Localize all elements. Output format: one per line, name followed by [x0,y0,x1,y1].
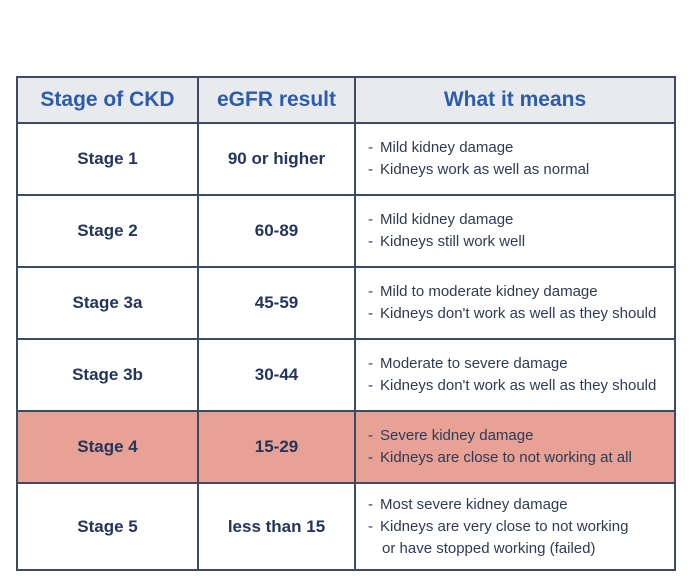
meaning-text: Most severe kidney damage [380,495,568,513]
meaning-cell: - Mild kidney damage - Kidneys work as wel… [354,122,676,196]
meaning-text: or have stopped working (failed) [382,539,596,557]
table-row-stage-3a: Stage 3a 45-59 - Mild to moderate kidney … [16,266,676,340]
meaning-line: - Kidneys don't work as well as they shou… [368,303,668,325]
table-row-stage-1: Stage 1 90 or higher - Mild kidney damage… [16,122,676,196]
column-header-stage: Stage of CKD [16,76,199,124]
stage-label: Stage 1 [16,122,199,196]
meaning-line: - Mild kidney damage [368,137,668,159]
meaning-line: - Kidneys don't work as well as they shou… [368,375,668,397]
meaning-line: - Moderate to severe damage [368,353,668,375]
table-row-stage-2: Stage 2 60-89 - Mild kidney damage - Kidne… [16,194,676,268]
bullet-dash: - [368,161,373,178]
bullet-dash: - [368,517,373,535]
meaning-text: Severe kidney damage [380,427,534,444]
meaning-line: - Kidneys still work well [368,231,668,253]
stage-label: Stage 3a [16,266,199,340]
meaning-cell: - Moderate to severe damage - Kidneys don'… [354,338,676,412]
egfr-value: 90 or higher [197,122,356,196]
meaning-line: - Most severe kidney damage [368,494,668,516]
bullet-dash: - [368,495,373,513]
meaning-line-continuation: or have stopped working (failed) [368,538,668,560]
header-row: Stage of CKD eGFR result What it means [16,76,676,124]
meaning-line: - Mild kidney damage [368,209,668,231]
meaning-text: Moderate to severe damage [380,355,568,372]
ckd-stages-table: Stage of CKD eGFR result What it means S… [16,76,676,571]
meaning-line: - Severe kidney damage [368,425,668,447]
stage-label: Stage 4 [16,410,199,484]
stage-label: Stage 5 [16,482,199,571]
meaning-line: - Kidneys work as well as normal [368,159,668,181]
bullet-dash: - [368,427,373,444]
bullet-dash: - [368,355,373,372]
meaning-text: Kidneys work as well as normal [380,161,590,178]
egfr-value: 30-44 [197,338,356,412]
meaning-text: Kidneys don't work as well as they shoul… [380,377,657,394]
meaning-cell: - Severe kidney damage - Kidneys are close… [354,410,676,484]
meaning-text: Kidneys are close to not working at all [380,449,632,466]
bullet-dash: - [368,139,373,156]
meaning-text: Mild to moderate kidney damage [380,283,598,300]
egfr-value: 15-29 [197,410,356,484]
table-row-stage-3b: Stage 3b 30-44 - Moderate to severe damag… [16,338,676,412]
bullet-dash: - [368,305,373,322]
meaning-cell: - Mild to moderate kidney damage - Kidneys… [354,266,676,340]
meaning-text: Kidneys don't work as well as they shoul… [380,305,657,322]
bullet-dash: - [368,449,373,466]
meaning-text: Kidneys still work well [380,233,526,250]
column-header-meaning: What it means [354,76,676,124]
bullet-dash: - [368,211,373,228]
meaning-text: Kidneys are very close to not working [380,517,629,535]
table-row-stage-5: Stage 5 less than 15 - Most severe kidney… [16,482,676,571]
bullet-dash: - [368,233,373,250]
column-header-egfr: eGFR result [197,76,356,124]
stage-label: Stage 3b [16,338,199,412]
stage-label: Stage 2 [16,194,199,268]
meaning-text: Mild kidney damage [380,139,514,156]
meaning-text: Mild kidney damage [380,211,514,228]
bullet-dash: - [368,377,373,394]
table-row-stage-4-highlighted: Stage 4 15-29 - Severe kidney damage - Kid… [16,410,676,484]
meaning-line: - Kidneys are very close to not working [368,516,668,538]
egfr-value: 60-89 [197,194,356,268]
meaning-line: - Kidneys are close to not working at all [368,447,668,469]
meaning-cell: - Mild kidney damage - Kidneys still work … [354,194,676,268]
meaning-line: - Mild to moderate kidney damage [368,281,668,303]
egfr-value: less than 15 [197,482,356,571]
meaning-cell: - Most severe kidney damage - Kidneys are … [354,482,676,571]
bullet-dash: - [368,283,373,300]
egfr-value: 45-59 [197,266,356,340]
